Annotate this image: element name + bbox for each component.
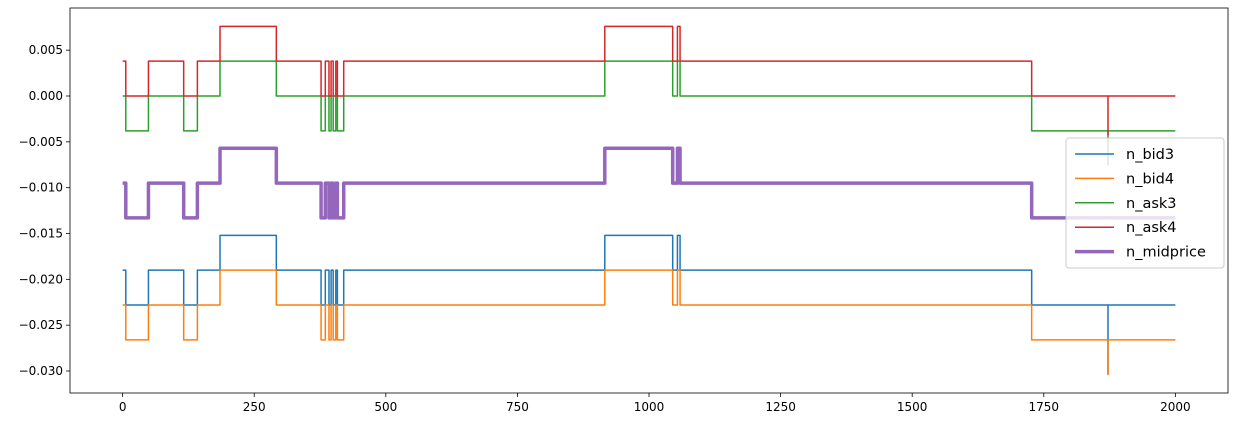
legend-box (1065, 137, 1225, 269)
series-line-n-bid4 (122, 269, 1176, 376)
plot-lines (122, 25, 1176, 376)
x-tick-label: 0 (119, 400, 127, 414)
y-tick-label: −0.025 (19, 318, 63, 332)
y-tick-label: −0.015 (19, 227, 63, 241)
axes-frame (69, 7, 1229, 394)
y-tick-label: 0.005 (29, 43, 63, 57)
x-tick-label: 1250 (765, 400, 796, 414)
y-tick-label: −0.030 (19, 364, 63, 378)
x-tick-label: 750 (506, 400, 529, 414)
x-tick-label: 1750 (1028, 400, 1059, 414)
series-line-n-ask3 (122, 60, 1176, 166)
y-tick-label: −0.005 (19, 135, 63, 149)
x-tick-label: 2000 (1160, 400, 1191, 414)
y-tick-label: −0.020 (19, 272, 63, 286)
x-tick-label: 500 (374, 400, 397, 414)
x-tick-label: 1500 (897, 400, 928, 414)
legend-label-n-bid4: n_bid4 (1126, 171, 1174, 187)
x-tick-label: 250 (243, 400, 266, 414)
legend-label-n-midprice: n_midprice (1126, 245, 1206, 261)
x-tick-label: 1000 (634, 400, 665, 414)
series-line-n-bid3 (122, 234, 1176, 375)
y-tick-label: 0.000 (29, 89, 63, 103)
series-line-n-ask4 (122, 25, 1176, 136)
y-tick-label: −0.010 (19, 181, 63, 195)
series-line-n-midprice (122, 146, 1176, 220)
y-axis: −0.030 −0.025 −0.020 −0.015 −0.010 −0.005 0.00… (19, 43, 70, 378)
legend: n_bid3 n_bid4 n_ask3 n_ask4 n_midprice (1065, 137, 1225, 269)
legend-label-n-ask3: n_ask3 (1126, 196, 1177, 212)
legend-label-n-bid3: n_bid3 (1126, 147, 1174, 163)
x-axis: 0 250 500 750 1000 1250 1500 1750 2000 (119, 393, 1191, 414)
legend-label-n-ask4: n_ask4 (1126, 220, 1177, 236)
